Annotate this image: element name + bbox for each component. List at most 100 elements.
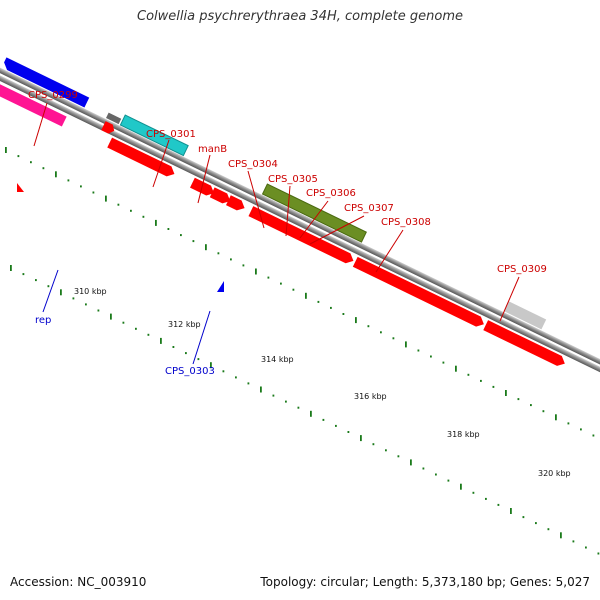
gene-red-8[interactable] [483, 320, 567, 368]
gene-olive[interactable] [261, 183, 367, 243]
scale-dot [97, 309, 100, 312]
scale-dot [55, 171, 57, 178]
marker-cps0303[interactable] [217, 281, 224, 292]
scale-dot [560, 532, 562, 539]
scale-dot [35, 279, 37, 282]
scale-dot [205, 244, 207, 251]
ruler-tick-label: 312 kbp [168, 320, 201, 329]
scale-dot [335, 424, 337, 427]
gene-label[interactable]: CPS_0304 [228, 159, 278, 170]
scale-dot [160, 337, 162, 344]
scale-dot [467, 373, 470, 376]
gene-red-7[interactable] [352, 256, 486, 329]
scale-dot [592, 434, 595, 437]
gene-grey-right[interactable] [503, 301, 547, 330]
scale-dot [117, 203, 120, 206]
scale-dot [347, 431, 350, 433]
scale-dot [485, 497, 487, 500]
gene-label[interactable]: CPS_0305 [268, 174, 318, 185]
map-title: Colwellia psychrerythraea 34H, complete … [137, 9, 463, 24]
scale-dot [342, 313, 345, 315]
scale-dot [355, 317, 357, 324]
scale-dot [380, 331, 382, 334]
gene-label[interactable]: CPS_0309 [497, 264, 547, 275]
scale-dot [147, 333, 150, 336]
scale-dot [367, 325, 370, 328]
scale-dot [217, 252, 220, 255]
gene-red-small-1[interactable] [101, 121, 116, 135]
scale-dot [572, 540, 575, 543]
scale-dot [122, 321, 125, 324]
marker-cps0299[interactable] [17, 183, 24, 192]
scale-dot [510, 508, 512, 514]
scale-dot [580, 428, 582, 431]
gene-rep-blue[interactable] [2, 57, 90, 108]
leader-cps0306 [299, 200, 329, 239]
gene-label[interactable]: CPS_0301 [146, 129, 196, 140]
scale-dot [447, 479, 450, 482]
backbone-strand-upper [0, 46, 600, 410]
gene-red-2[interactable] [107, 137, 177, 179]
scale-dot [297, 406, 300, 409]
gene-label[interactable]: rep [35, 315, 51, 326]
leader-cps0299 [33, 102, 48, 147]
scale-dot [405, 341, 407, 348]
scale-dot [210, 362, 212, 369]
scale-dot [30, 161, 32, 164]
scale-dot [180, 234, 182, 237]
accession-text: Accession: NC_003910 [10, 575, 147, 589]
scale-dot [430, 355, 432, 358]
scale-dot [155, 219, 157, 226]
scale-dot [17, 155, 20, 158]
scale-dot [5, 147, 7, 153]
scale-dot [435, 473, 437, 476]
gene-red-4[interactable] [209, 187, 233, 206]
scale-dot [455, 365, 457, 372]
scale-dot [167, 228, 170, 230]
scale-dot [242, 264, 245, 267]
scale-dot [197, 358, 200, 361]
leader-cps0301 [152, 139, 170, 188]
scale-dot [47, 285, 50, 288]
ruler-tick-label: 316 kbp [354, 392, 387, 401]
scale-dot [322, 418, 325, 421]
gene-grey-small[interactable] [106, 112, 122, 125]
gene-label[interactable]: CPS_0307 [344, 203, 394, 214]
gene-red-6[interactable] [248, 206, 355, 266]
backbone-strand-lower [0, 52, 600, 416]
gene-label[interactable]: CPS_0303 [165, 366, 215, 377]
gene-magenta[interactable] [0, 78, 67, 127]
leader-cps0307 [309, 215, 365, 245]
ruler-tick-label: 320 kbp [538, 469, 571, 478]
scale-dot [135, 327, 137, 330]
gene-red-5[interactable] [225, 195, 247, 213]
scale-dot [80, 185, 82, 188]
gene-label[interactable]: CPS_0308 [381, 217, 431, 228]
scale-dot [567, 422, 570, 425]
scale-dot [547, 528, 550, 531]
scale-dot [472, 491, 475, 494]
scale-dot [555, 414, 557, 421]
scale-dot [255, 268, 257, 275]
scale-dot [542, 410, 545, 413]
scale-dot [497, 503, 500, 506]
scale-dot [410, 459, 412, 466]
scale-dot [492, 385, 495, 388]
scale-dot [385, 449, 387, 452]
gene-label[interactable]: CPS_0306 [306, 188, 356, 199]
scale-dot [60, 289, 62, 296]
gene-label[interactable]: manB [198, 144, 227, 155]
gene-label[interactable]: CPS_0299 [28, 90, 78, 101]
gene-manB-cyan[interactable] [119, 114, 189, 157]
leader-rep [42, 269, 59, 313]
scale-dot [192, 240, 195, 243]
scale-dot [130, 209, 132, 212]
scale-dot [392, 337, 395, 340]
scale-dot [417, 349, 420, 352]
scale-dot [22, 273, 25, 276]
scale-dot [585, 546, 587, 549]
scale-dot [280, 282, 282, 285]
scale-dot [530, 404, 532, 407]
gene-blue-left[interactable] [0, 44, 1, 64]
